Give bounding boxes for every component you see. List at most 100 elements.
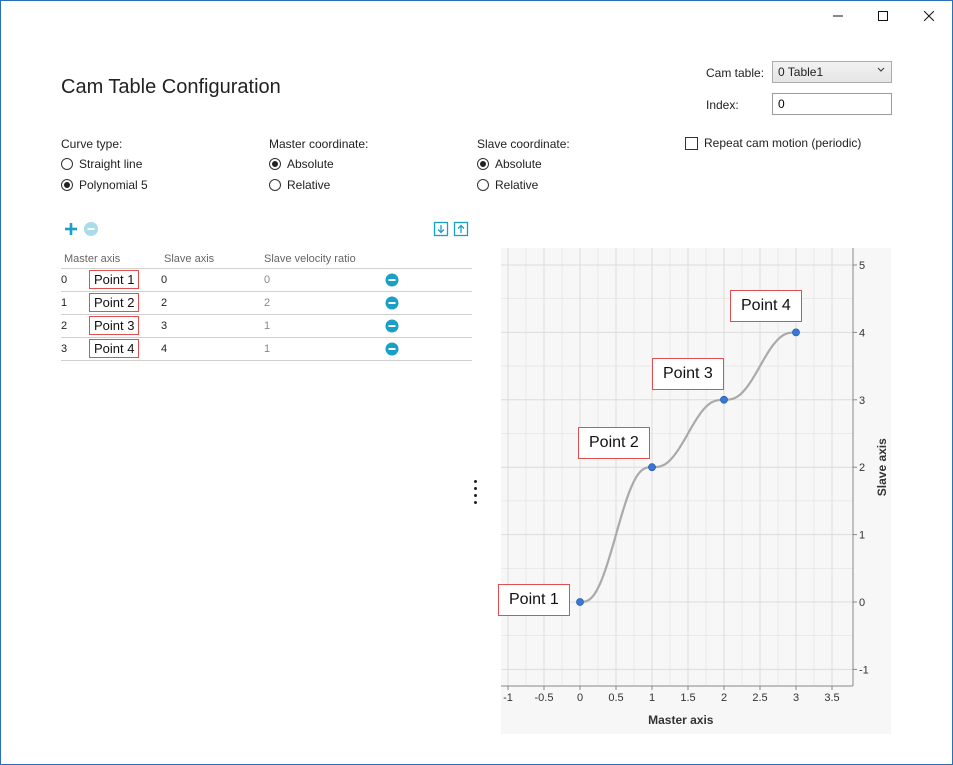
row-index: 1	[61, 297, 68, 309]
x-tick-label: 3	[793, 692, 799, 704]
y-tick-label: 0	[859, 597, 865, 609]
y-tick-label: 2	[859, 462, 865, 474]
x-tick-label: 0	[577, 692, 583, 704]
checkbox-label: Repeat cam motion (periodic)	[704, 136, 862, 150]
x-tick-label: -1	[503, 692, 513, 704]
import-icon[interactable]	[433, 221, 449, 237]
remove-row-icon[interactable]	[385, 342, 399, 356]
slave-coordinate-label: Slave coordinate:	[477, 137, 570, 151]
remove-row-icon[interactable]	[385, 296, 399, 310]
plus-icon[interactable]	[63, 221, 79, 237]
radio-label: Straight line	[79, 157, 143, 171]
point-label: Point 4	[730, 290, 802, 323]
cam-curve-line	[580, 331, 796, 604]
row-velocity-ratio[interactable]: 1	[264, 320, 271, 332]
radio-circle	[61, 158, 73, 170]
point-label: Point 3	[652, 357, 724, 390]
table-row[interactable]: 2 Point 3 3 1	[61, 315, 472, 338]
point-label: Point 1	[498, 584, 570, 616]
column-header-slave-axis: Slave axis	[164, 253, 215, 265]
point-label: Point 2	[578, 427, 650, 460]
radio-label: Absolute	[495, 157, 542, 171]
page-title: Cam Table Configuration	[61, 76, 281, 98]
radio-circle	[269, 179, 281, 191]
index-input[interactable]	[772, 93, 892, 115]
table-top-border	[61, 268, 472, 269]
export-icon[interactable]	[453, 221, 469, 237]
x-axis-label: Master axis	[648, 713, 714, 727]
plot-background	[501, 248, 891, 734]
y-tick-label: 4	[859, 327, 865, 339]
index-label: Index:	[706, 98, 739, 112]
x-tick-labels: -1 -0.5 0 0.5 1 1.5 2 2.5 3 3.5	[503, 686, 840, 704]
data-point[interactable]	[792, 328, 800, 337]
row-index: 0	[61, 274, 68, 286]
table-row[interactable]: 3 Point 4 4 1	[61, 338, 472, 361]
maximize-button[interactable]	[860, 0, 906, 32]
cam-table-selected: 0 Table1	[778, 65, 824, 79]
slave-absolute-radio[interactable]: Absolute	[477, 157, 542, 171]
panel-splitter-handle[interactable]	[474, 480, 477, 508]
maximize-icon	[878, 11, 888, 21]
close-button[interactable]	[906, 0, 952, 32]
close-icon	[924, 11, 934, 21]
radio-circle	[269, 158, 281, 170]
row-velocity-ratio[interactable]: 0	[264, 274, 271, 286]
x-tick-label: 1.5	[680, 692, 695, 704]
y-tick-labels: -1 0 1 2 3 4 5	[853, 260, 869, 676]
radio-circle	[477, 158, 489, 170]
chart-points	[576, 328, 800, 606]
row-name[interactable]: Point 3	[89, 316, 140, 335]
table-row[interactable]: 1 Point 2 2 2	[61, 292, 472, 315]
data-point[interactable]	[648, 463, 656, 472]
checkbox-box	[685, 136, 698, 150]
remove-row-icon[interactable]	[385, 319, 399, 333]
y-axis-label: Slave axis	[875, 438, 889, 496]
row-slave-value[interactable]: 4	[161, 343, 168, 355]
master-relative-radio[interactable]: Relative	[269, 178, 330, 192]
row-index: 2	[61, 320, 68, 332]
row-slave-value[interactable]: 0	[161, 274, 168, 286]
x-tick-label: -0.5	[535, 692, 554, 704]
repeat-cam-checkbox[interactable]: Repeat cam motion (periodic)	[685, 136, 861, 150]
y-tick-label: -1	[859, 664, 869, 676]
column-header-slave-velocity-ratio: Slave velocity ratio	[264, 253, 356, 265]
x-tick-label: 1	[649, 692, 655, 704]
chart-grid	[501, 248, 854, 687]
row-name[interactable]: Point 4	[89, 339, 140, 358]
cam-table-select[interactable]: 0 Table1	[772, 61, 892, 83]
curve-polynomial-radio[interactable]: Polynomial 5	[61, 178, 148, 192]
row-index: 3	[61, 343, 68, 355]
row-velocity-ratio[interactable]: 1	[264, 343, 271, 355]
cam-profile-chart[interactable]: -1 -0.5 0 0.5 1 1.5 2 2.5 3 3.5 -1 0 1 2 3 4 5 Master a…	[501, 248, 891, 734]
data-point[interactable]	[576, 598, 584, 606]
row-slave-value[interactable]: 2	[161, 297, 168, 309]
title-bar	[0, 0, 953, 32]
x-tick-label: 2.5	[752, 692, 767, 704]
y-tick-label: 1	[859, 530, 865, 542]
master-coordinate-label: Master coordinate:	[269, 137, 369, 151]
radio-circle	[61, 179, 73, 191]
curve-type-label: Curve type:	[61, 137, 123, 151]
minimize-button[interactable]	[815, 0, 861, 32]
radio-label: Polynomial 5	[79, 178, 148, 192]
remove-row-icon[interactable]	[385, 273, 399, 287]
radio-label: Absolute	[287, 157, 334, 171]
minimize-icon	[833, 15, 843, 17]
y-tick-label: 3	[859, 395, 865, 407]
row-slave-value[interactable]: 3	[161, 320, 168, 332]
row-velocity-ratio[interactable]: 2	[264, 297, 271, 309]
data-point[interactable]	[720, 395, 728, 404]
row-name[interactable]: Point 2	[89, 293, 140, 312]
x-tick-label: 0.5	[608, 692, 623, 704]
radio-label: Relative	[495, 178, 539, 192]
radio-label: Relative	[287, 178, 331, 192]
chevron-down-icon	[877, 67, 885, 72]
table-row[interactable]: 0 Point 1 0 0	[61, 269, 472, 292]
curve-straight-line-radio[interactable]: Straight line	[61, 157, 142, 171]
master-absolute-radio[interactable]: Absolute	[269, 157, 334, 171]
slave-relative-radio[interactable]: Relative	[477, 178, 538, 192]
row-name[interactable]: Point 1	[89, 270, 140, 289]
radio-circle	[477, 179, 489, 191]
minus-circle-icon[interactable]	[83, 221, 99, 237]
